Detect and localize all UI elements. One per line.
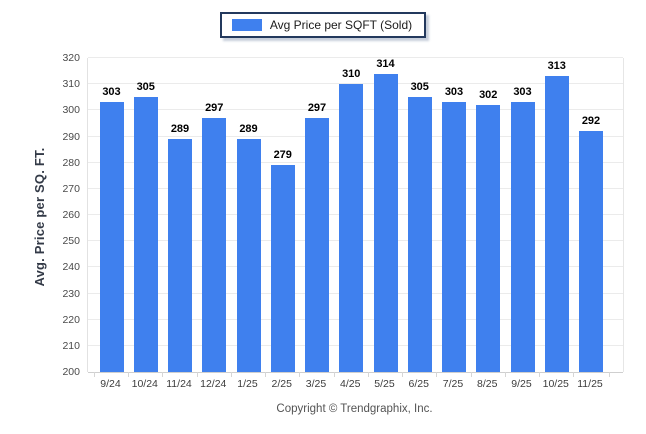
x-axis-tick-label: 9/24	[100, 378, 121, 390]
x-axis-tick-label: 9/25	[511, 378, 532, 390]
bar	[270, 165, 295, 372]
x-axis-tick	[470, 372, 472, 377]
footer-copyright: Copyright © Trendgraphix, Inc.	[276, 403, 433, 415]
x-axis-tick-label: 4/25	[340, 378, 361, 390]
bar-value-label: 305	[136, 81, 155, 94]
y-axis-tick-label: 230	[62, 287, 80, 300]
bar	[99, 102, 124, 372]
x-axis-tick	[402, 372, 404, 377]
bar-value-label: 297	[307, 102, 327, 115]
x-axis-tick	[573, 372, 575, 377]
y-axis-tick-label: 270	[62, 182, 80, 195]
bar	[339, 84, 364, 372]
legend-color-swatch	[231, 19, 262, 31]
y-axis-tick-label: 310	[62, 78, 80, 91]
bar	[510, 102, 535, 372]
x-axis-tick-label: 2/25	[271, 378, 292, 390]
bar-value-label: 297	[205, 102, 224, 115]
x-axis-tick	[367, 372, 369, 377]
x-axis-tick	[504, 372, 506, 377]
x-axis-tick-label: 12/24	[200, 378, 227, 390]
bar-value-label: 292	[581, 115, 601, 128]
y-axis-tick-label: 240	[62, 261, 80, 274]
x-axis-tick	[93, 372, 95, 377]
y-axis-tick-label: 250	[62, 235, 80, 248]
y-axis-tick-label: 300	[62, 104, 80, 117]
x-axis-tick	[436, 372, 438, 377]
gridline	[88, 57, 623, 58]
y-axis-tick-label: 290	[62, 130, 80, 143]
x-axis-tick-label: 3/25	[305, 378, 327, 390]
bar	[579, 131, 603, 372]
x-axis-tick	[196, 372, 198, 377]
legend: Avg Price per SQFT (Sold)	[0, 12, 646, 38]
y-axis-tick-label: 200	[62, 366, 80, 378]
x-axis-tick	[128, 372, 130, 377]
plot-area: 303 305 289 297 289 279 297 310 314 305 303 302 303 3…	[87, 57, 624, 377]
x-axis-tick	[230, 372, 232, 377]
bar-value-label: 289	[239, 123, 258, 136]
bar	[544, 76, 569, 372]
gridline	[88, 83, 623, 85]
x-axis-tick-label: 11/25	[577, 378, 603, 390]
x-axis-tick	[162, 372, 164, 377]
bar-value-label: 303	[444, 86, 464, 99]
x-axis-tick-label: 10/25	[542, 378, 569, 390]
bar	[305, 118, 329, 372]
x-axis-tick	[608, 372, 610, 377]
x-axis-baseline	[88, 372, 623, 373]
x-axis-tick-label: 7/25	[442, 378, 464, 390]
y-axis-tick-label: 320	[62, 52, 80, 64]
x-axis-tick-label: 11/24	[166, 378, 192, 390]
legend-label: Avg Price per SQFT (Sold)	[269, 18, 413, 32]
bar-value-label: 305	[410, 81, 429, 94]
y-axis-tick-label: 260	[62, 209, 80, 221]
bar-value-label: 302	[479, 89, 498, 102]
x-axis-tick-label: 6/25	[408, 378, 429, 390]
x-axis-tick	[333, 372, 335, 377]
x-axis-tick	[539, 372, 541, 377]
x-axis-tick-label: 5/25	[374, 378, 395, 390]
bar-value-label: 289	[170, 123, 190, 136]
x-axis-tick-label: 8/25	[477, 378, 498, 390]
x-axis-tick-label: 10/24	[131, 378, 158, 390]
bar	[373, 73, 398, 372]
bar-value-label: 310	[342, 68, 361, 81]
bar-value-label: 313	[547, 60, 566, 73]
bar	[202, 118, 227, 372]
bar-value-label: 303	[102, 86, 121, 99]
bar-value-label: 279	[273, 149, 292, 162]
x-axis-tick	[299, 372, 301, 377]
bar	[133, 97, 158, 372]
y-axis-tick-label: 220	[62, 313, 80, 326]
bar	[168, 139, 192, 372]
bar	[236, 139, 261, 372]
bar	[442, 102, 466, 372]
bar	[476, 105, 501, 372]
legend-box: Avg Price per SQFT (Sold)	[219, 12, 427, 38]
x-axis-tick-label: 1/25	[237, 378, 258, 390]
y-axis-tick-label: 280	[62, 156, 80, 169]
bar-value-label: 314	[376, 57, 395, 70]
y-axis-tick-label: 210	[62, 339, 80, 352]
x-axis-tick	[265, 372, 267, 377]
bar	[407, 97, 432, 372]
bar-value-label: 303	[513, 86, 532, 99]
